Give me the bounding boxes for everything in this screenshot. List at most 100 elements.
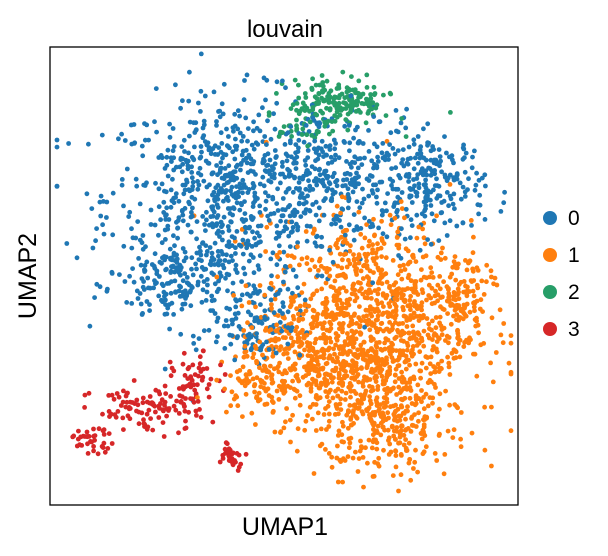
cluster-0-point [393,186,399,192]
cluster-1-point [287,417,293,423]
cluster-2-point [279,130,284,135]
cluster-1-point [472,317,478,322]
cluster-0-point [391,204,397,210]
cluster-0-point [243,230,248,235]
cluster-1-point [432,369,438,375]
cluster-3-point [182,426,188,431]
cluster-1-point [437,406,442,412]
cluster-3-point [140,400,146,406]
cluster-0-point [215,182,221,188]
cluster-1-point [484,262,490,268]
cluster-2-point [266,113,272,118]
cluster-1-point [326,418,332,424]
cluster-1-point [306,303,312,309]
cluster-1-point [471,300,476,306]
cluster-0-point [345,205,351,211]
cluster-1-point [446,364,452,370]
cluster-3-point [91,448,96,454]
cluster-1-point [370,242,375,248]
cluster-1-point [451,313,456,319]
cluster-0-point [280,311,285,316]
cluster-0-point [240,190,245,196]
cluster-0-point [265,213,271,219]
cluster-0-point [189,255,195,261]
cluster-1-point [375,265,381,271]
cluster-0-point [264,142,269,148]
cluster-0-point [255,223,261,229]
cluster-0-point [162,166,168,171]
cluster-2-point [276,134,282,139]
cluster-0-point [137,291,143,296]
cluster-0-point [228,341,234,347]
cluster-1-point [235,403,241,409]
cluster-1-point [400,397,405,403]
cluster-0-point [305,148,311,153]
cluster-0-point [122,279,128,284]
cluster-1-point [242,349,248,355]
cluster-0-point [248,347,254,353]
cluster-0-point [375,187,380,193]
cluster-3-point [178,399,184,404]
cluster-0-point [384,234,390,240]
cluster-1-point [346,445,352,451]
cluster-1-point [403,416,408,422]
cluster-1-point [299,256,305,262]
cluster-1-point [443,388,448,394]
cluster-1-point [288,321,294,326]
cluster-0-point [349,177,355,183]
cluster-0-point [163,237,168,242]
cluster-0-point [221,214,227,220]
cluster-1-point [414,235,420,241]
cluster-1-point [363,289,369,295]
cluster-0-point [418,151,424,156]
cluster-0-point [234,184,239,190]
cluster-0-point [166,217,172,222]
cluster-0-point [296,201,302,207]
cluster-1-point [324,327,330,333]
cluster-0-point [373,182,379,188]
cluster-1-point [479,278,485,284]
cluster-1-point [425,403,431,409]
cluster-0-point [201,178,207,184]
cluster-0-point [234,229,240,234]
cluster-0-point [141,182,147,188]
cluster-0-point [327,247,332,253]
cluster-0-point [182,187,188,193]
cluster-0-point [366,149,372,154]
cluster-0-point [204,142,210,148]
cluster-1-point [336,428,342,434]
cluster-1-point [419,436,425,442]
cluster-1-point [399,423,405,429]
cluster-1-point [426,293,432,298]
cluster-2-point [353,90,358,96]
cluster-1-point [506,360,512,366]
cluster-0-point [240,237,246,243]
cluster-0-point [192,144,197,150]
cluster-0-point [153,86,159,91]
cluster-0-point [502,189,507,195]
legend-label: 2 [568,281,580,304]
cluster-0-point [302,297,308,303]
cluster-0-point [336,155,342,161]
cluster-0-point [344,159,349,164]
cluster-0-point [98,213,104,219]
cluster-1-point [341,343,347,349]
cluster-1-point [341,252,347,257]
cluster-0-point [180,218,186,224]
cluster-0-point [312,138,318,144]
cluster-0-point [208,151,214,157]
cluster-0-point [170,126,176,131]
cluster-1-point [464,290,470,296]
cluster-0-point [262,308,268,314]
cluster-0-point [393,108,399,113]
cluster-2-point [316,101,321,106]
cluster-1-point [323,447,328,452]
cluster-0-point [434,183,440,189]
cluster-0-point [231,205,236,211]
cluster-1-point [328,339,334,345]
cluster-0-point [460,220,466,226]
cluster-1-point [271,408,276,414]
cluster-0-point [359,162,365,168]
cluster-0-point [221,198,226,204]
cluster-1-point [398,268,404,274]
